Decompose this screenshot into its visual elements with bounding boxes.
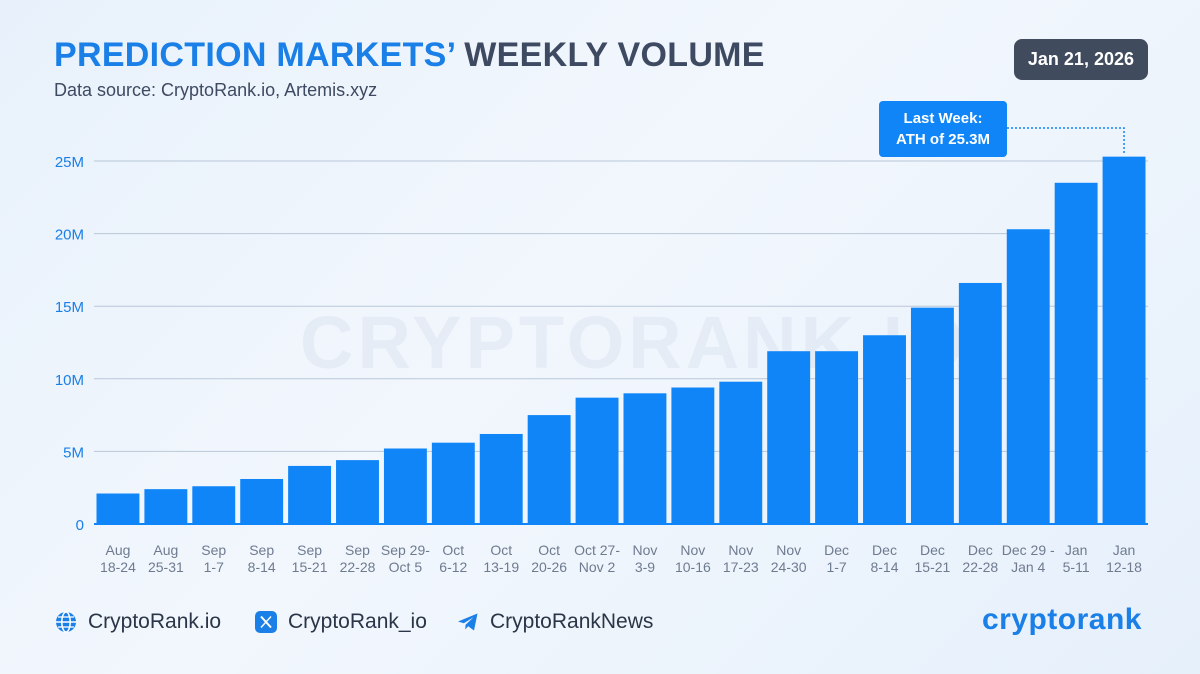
footer-twitter-label: CryptoRank_io (288, 610, 427, 633)
callout-leader (1007, 127, 1125, 155)
x-tick-label: 15-21 (292, 559, 328, 575)
ath-callout: Last Week: ATH of 25.3M (879, 101, 1007, 157)
x-tick-label: Dec 29 - (1002, 542, 1055, 558)
bar (767, 351, 811, 524)
y-tick-label: 20M (55, 227, 84, 244)
x-tick-label: 24-30 (771, 559, 807, 575)
x-tick-label: Aug (105, 542, 130, 558)
y-tick-label: 0 (76, 517, 84, 534)
bar (383, 448, 427, 524)
bar (575, 397, 619, 524)
cryptorank-logo: cryptorank (981, 603, 1142, 636)
footer-telegram-label: CryptoRankNews (490, 610, 654, 633)
x-tick-label: Dec (968, 542, 993, 558)
date-badge: Jan 21, 2026 (1013, 39, 1148, 80)
x-tick-label: Oct 27- (574, 542, 620, 558)
y-tick-label: 10M (55, 372, 84, 389)
bar (623, 393, 667, 524)
x-tick-label: 17-23 (723, 559, 759, 575)
bar (192, 486, 236, 524)
bar (431, 442, 475, 524)
x-tick-label: 5-11 (1063, 559, 1090, 575)
bar (336, 460, 379, 524)
x-tick-label: Nov (633, 542, 658, 558)
x-tick-label: Aug (153, 542, 178, 558)
chart-title: PREDICTION MARKETS’ WEEKLY VOLUME (54, 36, 765, 75)
x-tick-label: Oct (490, 542, 512, 558)
x-tick-label: 22-28 (962, 559, 998, 575)
x-twitter-icon (255, 611, 277, 633)
title-rest: WEEKLY VOLUME (464, 36, 765, 74)
x-tick-label: 13-19 (483, 559, 519, 575)
x-tick-label: Dec (824, 542, 849, 558)
x-tick-label: 10-16 (675, 559, 711, 575)
bar (671, 387, 715, 524)
x-tick-label: Dec (872, 542, 897, 558)
bar (815, 351, 859, 524)
x-tick-label: 1-7 (204, 559, 224, 575)
data-source-subtitle: Data source: CryptoRank.io, Artemis.xyz (54, 80, 378, 100)
x-tick-label: Oct 5 (389, 559, 423, 575)
x-tick-label: Jan 4 (1011, 559, 1045, 575)
bar (144, 489, 188, 524)
x-tick-label: 8-14 (248, 559, 276, 575)
bar (863, 335, 906, 524)
bar (910, 307, 954, 524)
bar (719, 381, 763, 524)
bar (958, 282, 1002, 524)
x-tick-label: Sep (345, 542, 370, 558)
x-tick-label: Jan (1065, 542, 1088, 558)
y-axis-ticks: 0 5M 10M 15M 20M 25M (55, 154, 84, 534)
bar (527, 415, 571, 524)
bar (1006, 229, 1050, 524)
bar (288, 465, 332, 524)
x-tick-label: Sep (201, 542, 226, 558)
x-tick-label: 20-26 (531, 559, 567, 575)
footer-website-label: CryptoRank.io (88, 610, 222, 633)
x-tick-label: 22-28 (340, 559, 376, 575)
x-tick-label: Oct (538, 542, 560, 558)
x-axis-ticks: Aug18-24Aug25-31Sep1-7Sep8-14Sep15-21Sep… (100, 542, 1142, 575)
globe-icon (56, 611, 76, 633)
callout-leader-line (1007, 127, 1125, 155)
y-tick-label: 5M (63, 444, 84, 461)
bars (96, 156, 1146, 525)
x-tick-label: 8-14 (870, 559, 898, 575)
x-tick-label: Sep (297, 542, 322, 558)
x-tick-label: Oct (442, 542, 464, 558)
x-tick-label: Nov (776, 542, 801, 558)
telegram-icon (458, 613, 478, 631)
x-tick-label: 3-9 (635, 559, 655, 575)
callout-line-1: Last Week: (903, 110, 983, 127)
x-tick-label: Sep 29- (381, 542, 430, 558)
x-tick-label: Nov (728, 542, 753, 558)
x-tick-label: 18-24 (100, 559, 136, 575)
footer-telegram[interactable]: CryptoRankNews (456, 610, 653, 634)
x-tick-label: Nov (680, 542, 705, 558)
title-accent: PREDICTION MARKETS’ (54, 36, 455, 74)
y-tick-label: 25M (55, 154, 84, 171)
callout-line-2: ATH of 25.3M (896, 131, 990, 148)
x-tick-label: 1-7 (826, 559, 846, 575)
footer-twitter[interactable]: CryptoRank_io (254, 610, 427, 634)
bar (1102, 156, 1146, 525)
bar (240, 478, 284, 524)
x-tick-label: 6-12 (439, 559, 467, 575)
x-tick-label: Dec (920, 542, 945, 558)
x-tick-label: 15-21 (915, 559, 951, 575)
bar (1054, 182, 1098, 524)
x-tick-label: 12-18 (1106, 559, 1142, 575)
bar (96, 493, 140, 524)
x-tick-label: Nov 2 (579, 559, 616, 575)
bar (479, 433, 523, 524)
x-tick-label: 25-31 (148, 559, 184, 575)
y-tick-label: 15M (55, 299, 84, 316)
x-tick-label: Jan (1113, 542, 1136, 558)
footer-website[interactable]: CryptoRank.io (54, 610, 221, 634)
x-tick-label: Sep (249, 542, 274, 558)
